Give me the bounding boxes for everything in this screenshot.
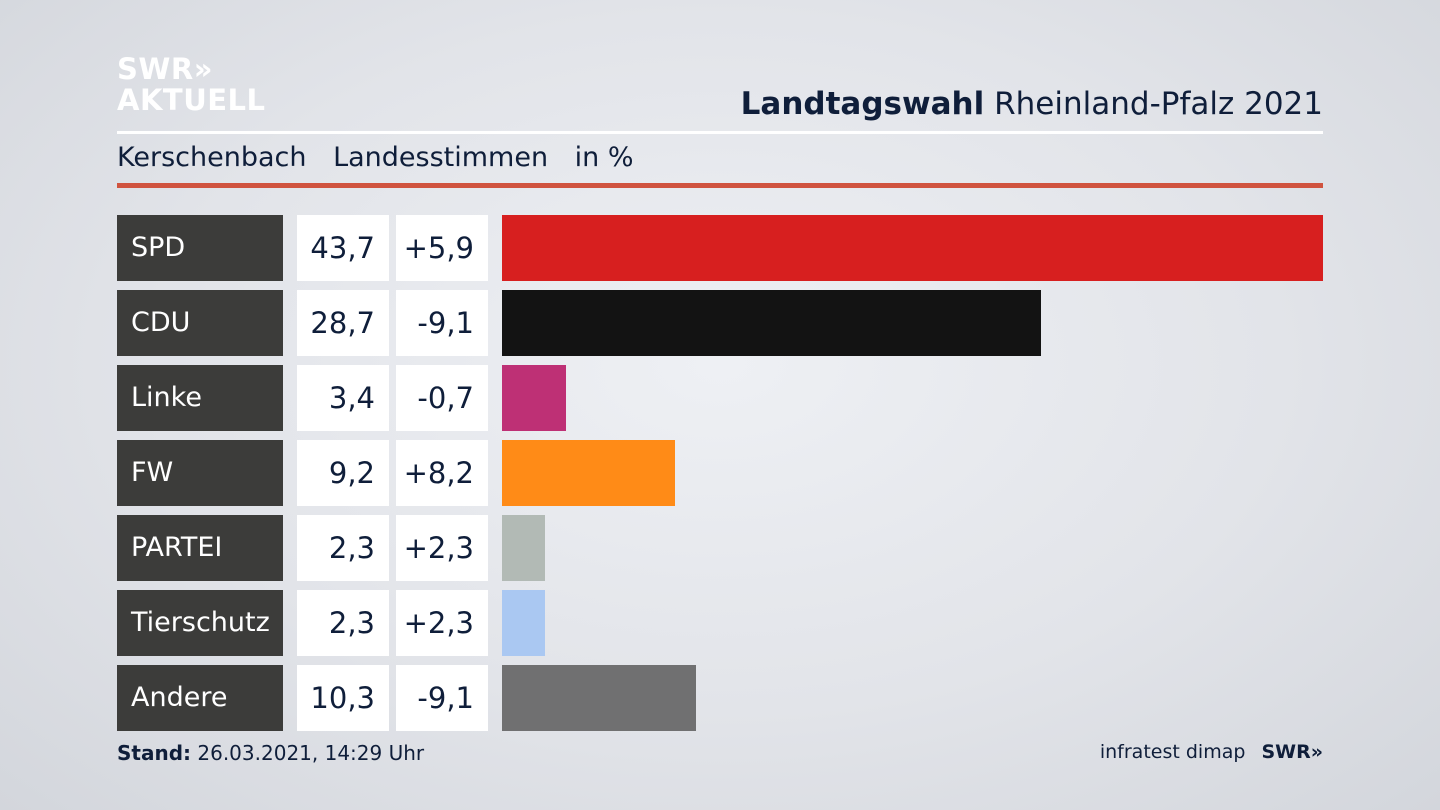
bar [502, 440, 675, 506]
party-label: Tierschutz [117, 590, 283, 656]
bar [502, 290, 1041, 356]
title-rest: Rheinland-Pfalz 2021 [994, 86, 1323, 122]
chart-subtitle: Kerschenbach Landesstimmen in % [117, 142, 652, 173]
party-label: SPD [117, 215, 283, 281]
diff-value: -0,7 [396, 365, 488, 431]
party-label: Linke [117, 365, 283, 431]
source-name: infratest dimap [1099, 741, 1246, 763]
diff-value: -9,1 [396, 290, 488, 356]
logo-line-2: AKTUELL [117, 83, 266, 117]
diff-value: +2,3 [396, 590, 488, 656]
share-value: 43,7 [297, 215, 389, 281]
bar [502, 365, 566, 431]
timestamp: Stand: 26.03.2021, 14:29 Uhr [117, 741, 424, 765]
share-value: 9,2 [297, 440, 389, 506]
party-label: FW [117, 440, 283, 506]
subtitle-unit: in % [574, 142, 634, 173]
table-row: Linke 3,4 -0,7 [117, 365, 1323, 431]
bar [502, 590, 545, 656]
table-row: Andere 10,3 -9,1 [117, 665, 1323, 731]
diff-value: +2,3 [396, 515, 488, 581]
diff-value: +8,2 [396, 440, 488, 506]
party-label: PARTEI [117, 515, 283, 581]
bar [502, 665, 696, 731]
source-credit: infratest dimap SWR» [1100, 741, 1323, 763]
subtitle-divider [117, 183, 1323, 188]
bar [502, 515, 545, 581]
subtitle-place: Kerschenbach [117, 142, 307, 173]
header-divider [117, 131, 1323, 134]
table-row: Tierschutz 2,3 +2,3 [117, 590, 1323, 656]
table-row: SPD 43,7 +5,9 [117, 215, 1323, 281]
brand-logo: SWR» [1261, 741, 1323, 763]
diff-value: -9,1 [396, 665, 488, 731]
table-row: FW 9,2 +8,2 [117, 440, 1323, 506]
stand-label: Stand: [117, 741, 192, 765]
stand-value: 26.03.2021, 14:29 Uhr [197, 741, 425, 765]
share-value: 3,4 [297, 365, 389, 431]
table-row: PARTEI 2,3 +2,3 [117, 515, 1323, 581]
share-value: 2,3 [297, 590, 389, 656]
subtitle-type: Landesstimmen [333, 142, 549, 173]
party-label: CDU [117, 290, 283, 356]
page-title: Landtagswahl Rheinland-Pfalz 2021 [741, 86, 1323, 122]
diff-value: +5,9 [396, 215, 488, 281]
title-bold: Landtagswahl [740, 86, 985, 122]
bar [502, 215, 1323, 281]
party-label: Andere [117, 665, 283, 731]
share-value: 2,3 [297, 515, 389, 581]
logo-line-1: SWR» [117, 52, 213, 86]
share-value: 28,7 [297, 290, 389, 356]
share-value: 10,3 [297, 665, 389, 731]
swr-aktuell-logo: SWR» AKTUELL [117, 54, 266, 116]
table-row: CDU 28,7 -9,1 [117, 290, 1323, 356]
